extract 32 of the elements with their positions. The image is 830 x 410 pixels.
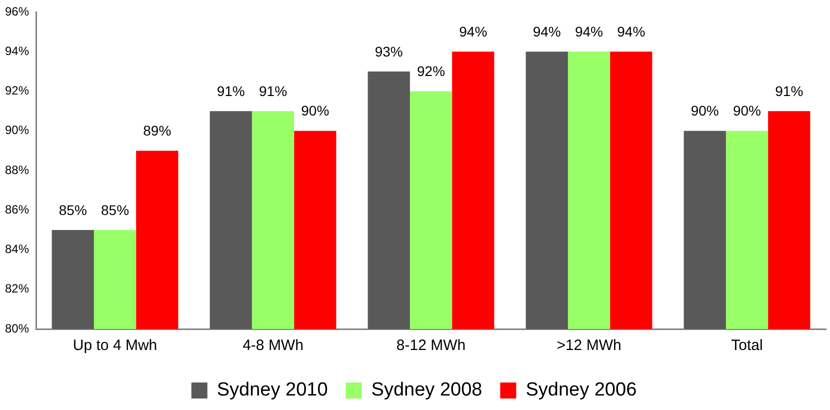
y-tick-label: 86% — [4, 202, 30, 216]
data-label: 94% — [459, 23, 488, 40]
y-tick-label: 96% — [4, 4, 30, 18]
legend-label: Sydney 2008 — [371, 380, 482, 401]
x-tick-label: Up to 4 Mwh — [72, 337, 158, 354]
data-label: 90% — [301, 102, 330, 119]
data-label: 89% — [143, 122, 172, 139]
x-tick-label: Total — [731, 337, 763, 354]
data-label: 91% — [258, 82, 288, 99]
x-tick-label: 4-8 MWh — [242, 337, 304, 354]
data-label: 91% — [216, 82, 245, 99]
y-tick-label: 94% — [4, 44, 30, 58]
y-tick-label: 90% — [4, 123, 30, 138]
legend-label: Sydney 2010 — [216, 380, 328, 401]
data-label: 90% — [732, 102, 762, 119]
y-tick-label: 82% — [4, 282, 30, 296]
data-label: 85% — [101, 202, 130, 218]
x-tick-label: 8-12 MWh — [396, 337, 466, 354]
data-label: 94% — [574, 23, 604, 40]
x-tick-label: >12 MWh — [556, 337, 622, 354]
data-label: 92% — [416, 63, 446, 80]
legend-label: Sydney 2006 — [526, 380, 637, 401]
y-tick-label: 84% — [4, 242, 30, 256]
y-tick-label: 88% — [4, 162, 30, 177]
data-label: 85% — [58, 202, 87, 218]
y-tick-label: 80% — [4, 321, 30, 336]
data-label: 94% — [532, 23, 561, 40]
data-label: 90% — [690, 102, 719, 119]
data-label: 91% — [775, 82, 804, 99]
data-label: 93% — [374, 43, 403, 60]
data-label: 94% — [617, 23, 646, 40]
y-tick-label: 92% — [4, 84, 30, 98]
